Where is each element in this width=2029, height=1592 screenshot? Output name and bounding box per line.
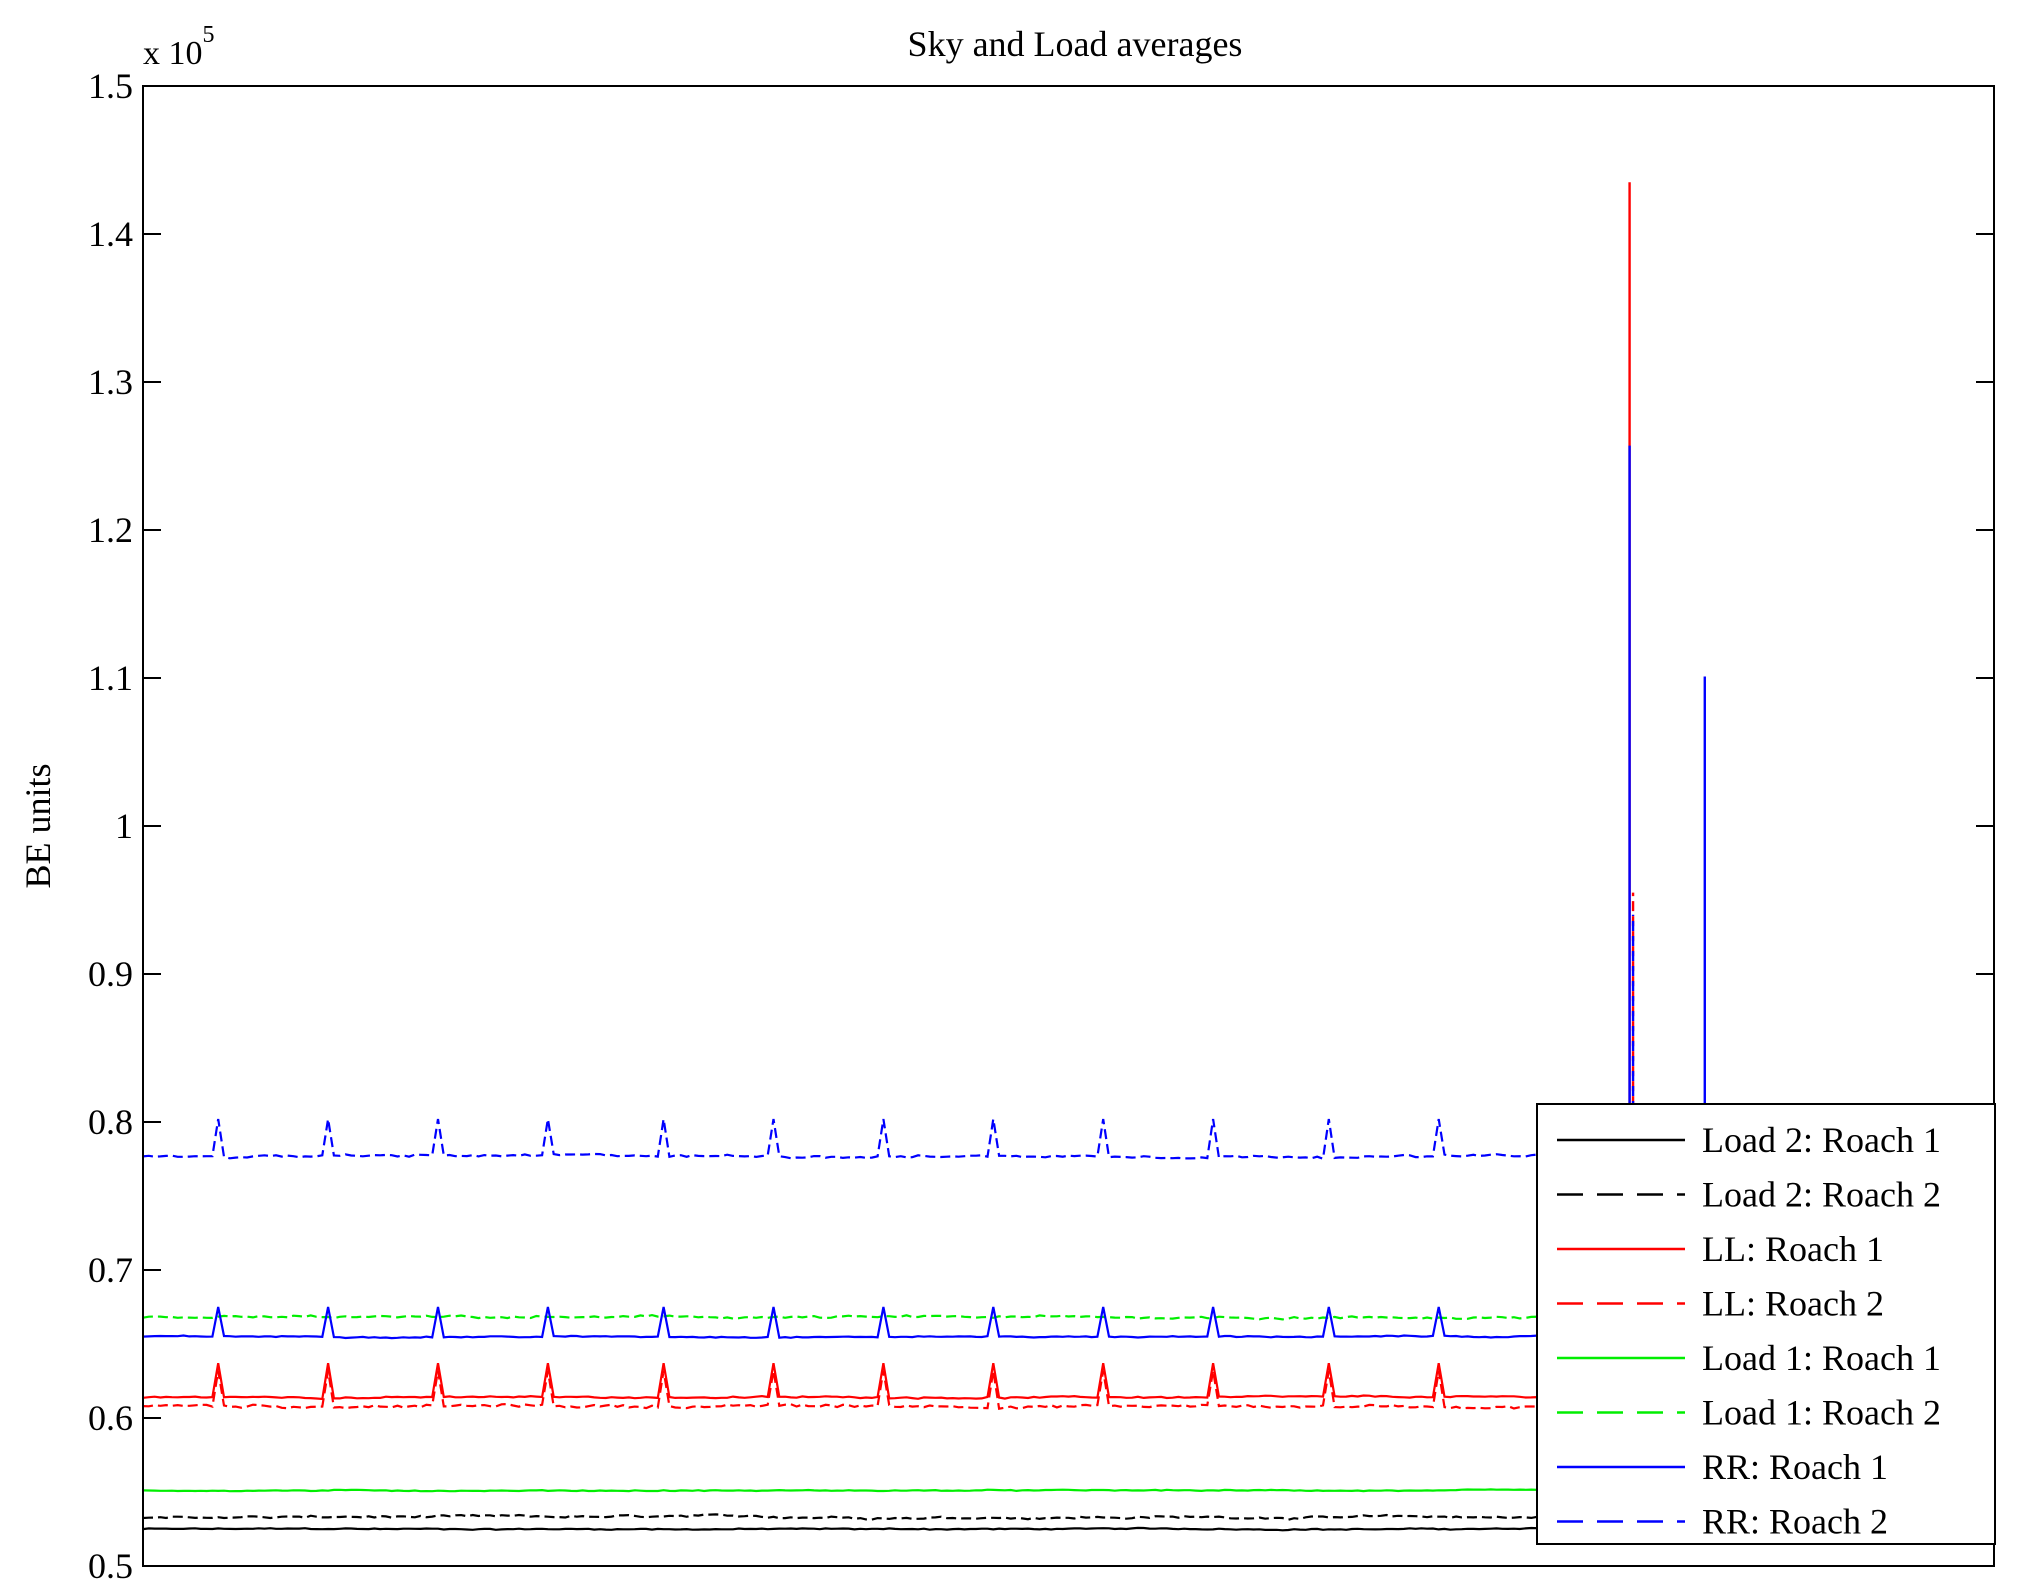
- legend-label: LL: Roach 1: [1702, 1229, 1884, 1269]
- y-tick-label: 1.5: [88, 66, 133, 106]
- legend-label: Load 2: Roach 1: [1702, 1120, 1941, 1160]
- legend-label: RR: Roach 2: [1702, 1502, 1888, 1542]
- series-line: [142, 1306, 1572, 1340]
- y-tick-label: 0.9: [88, 954, 133, 994]
- y-exponent-power: 5: [203, 22, 215, 48]
- legend-label: Load 1: Roach 2: [1702, 1393, 1941, 1433]
- series-line: [142, 1513, 1572, 1521]
- y-tick-label: 0.5: [88, 1546, 133, 1586]
- series-line: [142, 1526, 1572, 1532]
- y-tick-label: 0.7: [88, 1250, 133, 1290]
- y-tick-label: 1.2: [88, 510, 133, 550]
- series-line: [142, 1488, 1572, 1493]
- series-line: [142, 1370, 1572, 1410]
- y-tick-label: 1.1: [88, 658, 133, 698]
- y-exponent-label: x 105: [143, 22, 215, 72]
- legend: Load 2: Roach 1 Load 2: Roach 2 LL: Roach …: [1536, 1103, 1996, 1545]
- legend-label: RR: Roach 1: [1702, 1447, 1888, 1487]
- legend-label: Load 1: Roach 1: [1702, 1338, 1941, 1378]
- y-tick-label: 1: [115, 806, 133, 846]
- series-line: [142, 1363, 1572, 1401]
- y-tick-label: 1.3: [88, 362, 133, 402]
- legend-label: Load 2: Roach 2: [1702, 1175, 1941, 1215]
- plot-series: [142, 182, 1706, 1532]
- y-tick-label: 0.8: [88, 1102, 133, 1142]
- series-line: [142, 1118, 1572, 1161]
- y-tick-label: 0.6: [88, 1398, 133, 1438]
- y-tick-label: 1.4: [88, 214, 133, 254]
- legend-label: LL: Roach 2: [1702, 1284, 1884, 1324]
- series-line: [142, 1313, 1572, 1321]
- legend-box: [1536, 1103, 1996, 1545]
- plot-frame: [142, 85, 1995, 1567]
- y-axis-tick-labels: 0.5 0.6 0.7 0.8 0.9 1 1.1 1.2 1.3 1.4 1.5: [88, 66, 133, 1586]
- y-axis-label: BE units: [18, 763, 58, 888]
- y-exponent-base: x 10: [143, 35, 203, 72]
- chart-title: Sky and Load averages: [908, 24, 1243, 64]
